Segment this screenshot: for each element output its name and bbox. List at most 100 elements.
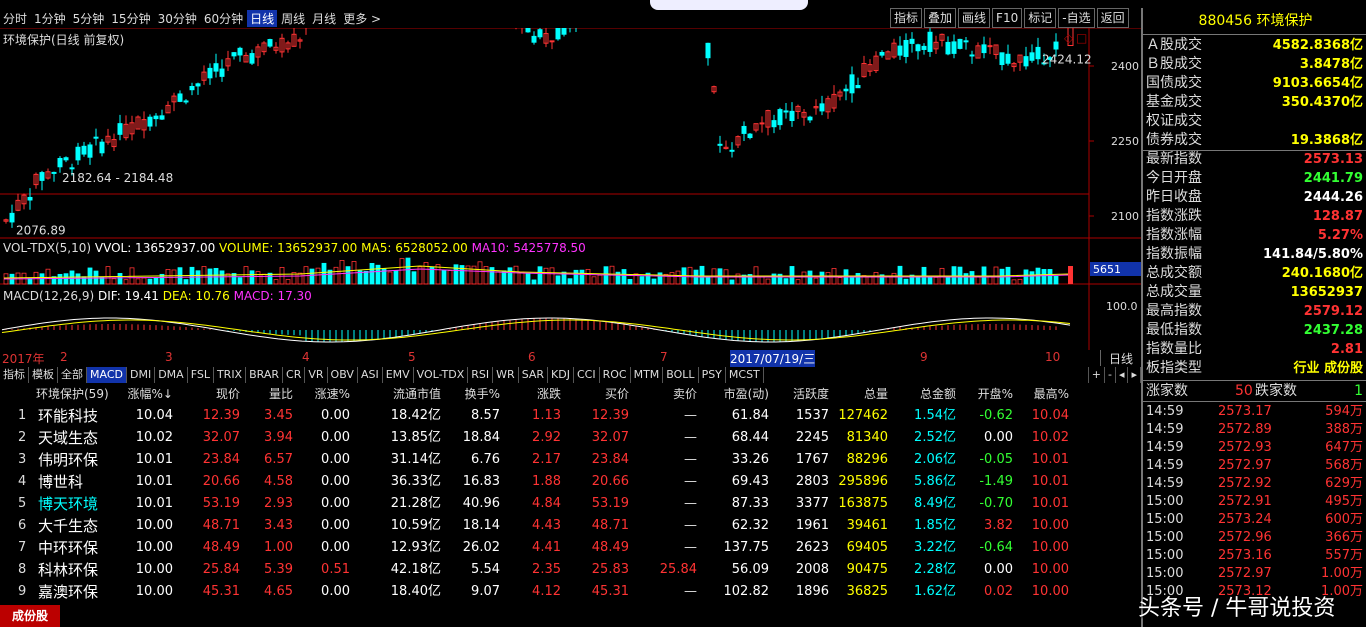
table-row[interactable]: 5 博天环境 10.01 53.19 2.93 0.00 21.28亿 40.96 4.84 53…: [0, 493, 1141, 515]
tool-button-2[interactable]: 画线: [958, 8, 991, 28]
tool-button-0[interactable]: 指标: [890, 8, 923, 28]
indicator-tab-22[interactable]: BOLL: [663, 367, 699, 383]
down-count: 1: [1354, 383, 1363, 399]
volume-bar: [513, 265, 519, 285]
indicator-tab-1[interactable]: 模板: [29, 367, 58, 383]
stock-name[interactable]: 大千生态: [38, 517, 99, 535]
column-header[interactable]: 市盈(动): [723, 387, 769, 401]
indicator-tab-19[interactable]: CCI: [574, 367, 600, 383]
table-row[interactable]: 1 环能科技 10.04 12.39 3.45 0.00 18.42亿 8.57 1.13 12.…: [0, 405, 1141, 427]
indicator-tab-18[interactable]: KDJ: [548, 367, 574, 383]
table-row[interactable]: 6 大千生态 10.00 48.71 3.43 0.00 10.59亿 18.14 4.43 48…: [0, 515, 1141, 537]
tool-button-3[interactable]: F10: [992, 8, 1023, 28]
indicator-tab-13[interactable]: EMV: [383, 367, 414, 383]
indicator-tab-20[interactable]: ROC: [600, 367, 631, 383]
period-tab-1[interactable]: 1分钟: [34, 11, 66, 26]
column-header[interactable]: 换手%: [464, 387, 500, 401]
zoom-in-button[interactable]: +: [1087, 367, 1105, 383]
indicator-tab-3[interactable]: MACD: [87, 367, 127, 383]
tool-button-5[interactable]: -自选: [1058, 8, 1095, 28]
candle-body: [795, 105, 801, 112]
indicator-tab-0[interactable]: 指标: [0, 367, 29, 383]
column-header[interactable]: 涨幅%↓: [127, 387, 173, 401]
column-header[interactable]: 买价: [604, 387, 629, 401]
table-row[interactable]: 8 科林环保 10.00 25.84 5.39 0.51 42.18亿 5.54 2.35 25.…: [0, 559, 1141, 581]
table-row[interactable]: 3 伟明环保 10.01 23.84 6.57 0.00 31.14亿 6.76 2.17 23.…: [0, 449, 1141, 471]
stock-name[interactable]: 天域生态: [38, 429, 99, 447]
candle-body: [213, 63, 219, 72]
indicator-tab-6[interactable]: FSL: [188, 367, 214, 383]
period-tab-7[interactable]: 周线: [281, 11, 306, 26]
period-tab-0[interactable]: 分时: [3, 11, 28, 26]
tool-button-4[interactable]: 标记: [1024, 8, 1057, 28]
tick-volume: 568万: [1325, 458, 1363, 473]
period-tab-6[interactable]: 日线: [247, 9, 278, 27]
stock-name[interactable]: 环能科技: [38, 407, 99, 425]
chart-area[interactable]: 270025502400225021002774.912076.892182.6…: [0, 28, 1141, 368]
floating-toolbar[interactable]: [650, 0, 808, 10]
indicator-tab-15[interactable]: RSI: [468, 367, 494, 383]
indicator-tab-8[interactable]: BRAR: [246, 367, 284, 383]
zoom-out-button[interactable]: -: [1105, 367, 1116, 383]
period-tab-5[interactable]: 60分钟: [203, 11, 244, 26]
table-row[interactable]: 7 中环环保 10.00 48.49 1.00 0.00 12.93亿 26.02 4.41 48…: [0, 537, 1141, 559]
indicator-tab-17[interactable]: SAR: [519, 367, 549, 383]
panel-row: 权证成交: [1143, 112, 1366, 131]
period-tab-2[interactable]: 5分钟: [72, 11, 105, 26]
indicator-tab-2[interactable]: 全部: [58, 367, 87, 383]
indicator-tab-24[interactable]: MCST: [726, 367, 764, 383]
column-header[interactable]: 现价: [215, 387, 240, 401]
column-header[interactable]: 最高%: [1033, 387, 1069, 401]
period-tab-3[interactable]: 15分钟: [111, 11, 151, 26]
constituents-logo[interactable]: 成份股: [0, 605, 60, 627]
column-header[interactable]: 流通市值: [392, 387, 441, 401]
day-button[interactable]: 日线: [1100, 350, 1141, 366]
stock-name[interactable]: 伟明环保: [38, 451, 99, 469]
period-tab-9[interactable]: 更多 >: [343, 11, 382, 26]
stock-name[interactable]: 嘉澳环保: [38, 583, 99, 601]
column-header[interactable]: 涨速%: [314, 387, 350, 401]
column-header[interactable]: 量比: [268, 387, 293, 401]
column-header[interactable]: 涨跌: [536, 387, 561, 401]
indicator-tab-7[interactable]: TRIX: [214, 367, 247, 383]
indicator-tab-9[interactable]: CR: [283, 367, 306, 383]
candle-body: [957, 38, 963, 49]
candle-body: [1047, 57, 1053, 60]
indicator-tab-12[interactable]: ASI: [358, 367, 383, 383]
stock-name[interactable]: 中环环保: [38, 539, 99, 557]
indicator-tab-16[interactable]: WR: [493, 367, 519, 383]
tool-button-1[interactable]: 叠加: [924, 8, 957, 28]
column-header[interactable]: 总量: [863, 387, 888, 401]
indicator-tab-10[interactable]: VR: [305, 367, 328, 383]
period-tab-4[interactable]: 30分钟: [157, 11, 197, 26]
scroll-left-button[interactable]: ◂: [1116, 367, 1129, 383]
column-header[interactable]: 总金额: [919, 387, 956, 401]
column-header[interactable]: 开盘%: [977, 387, 1013, 401]
indicator-tab-4[interactable]: DMI: [127, 367, 156, 383]
indicator-tab-23[interactable]: PSY: [699, 367, 726, 383]
stock-name[interactable]: 科林环保: [38, 561, 99, 579]
table-row[interactable]: 2 天域生态 10.02 32.07 3.94 0.00 13.85亿 18.84 2.92 32…: [0, 427, 1141, 449]
stock-name[interactable]: 博世科: [38, 473, 84, 491]
column-header[interactable]: 活跃度: [792, 387, 829, 401]
table-cell: 2.92: [532, 430, 561, 445]
kline-chart[interactable]: 270025502400225021002774.912076.892182.6…: [0, 28, 1141, 350]
indicator-tab-5[interactable]: DMA: [155, 367, 188, 383]
indicator-tab-14[interactable]: VOL-TDX: [414, 367, 469, 383]
indicator-tab-21[interactable]: MTM: [631, 367, 664, 383]
table-row[interactable]: 4 博世科 10.01 20.66 4.58 0.00 36.33亿 16.83 1.88 20.…: [0, 471, 1141, 493]
volume-bar: [699, 265, 705, 285]
volume-bar: [885, 276, 891, 285]
volume-bar: [273, 279, 279, 285]
tool-button-6[interactable]: 返回: [1096, 8, 1129, 28]
period-tab-8[interactable]: 月线: [312, 11, 337, 26]
table-cell: 6.76: [471, 452, 500, 467]
volume-bar: [309, 268, 315, 285]
stock-name[interactable]: 博天环境: [38, 495, 99, 513]
indicator-tab-11[interactable]: OBV: [328, 367, 358, 383]
scroll-right-button[interactable]: ▸: [1128, 367, 1141, 383]
column-header[interactable]: 环境保护(59): [36, 387, 109, 401]
column-header[interactable]: 卖价: [672, 387, 697, 401]
table-row[interactable]: 9 嘉澳环保 10.00 45.31 4.65 0.00 18.40亿 9.07 4.12 45.…: [0, 581, 1141, 603]
